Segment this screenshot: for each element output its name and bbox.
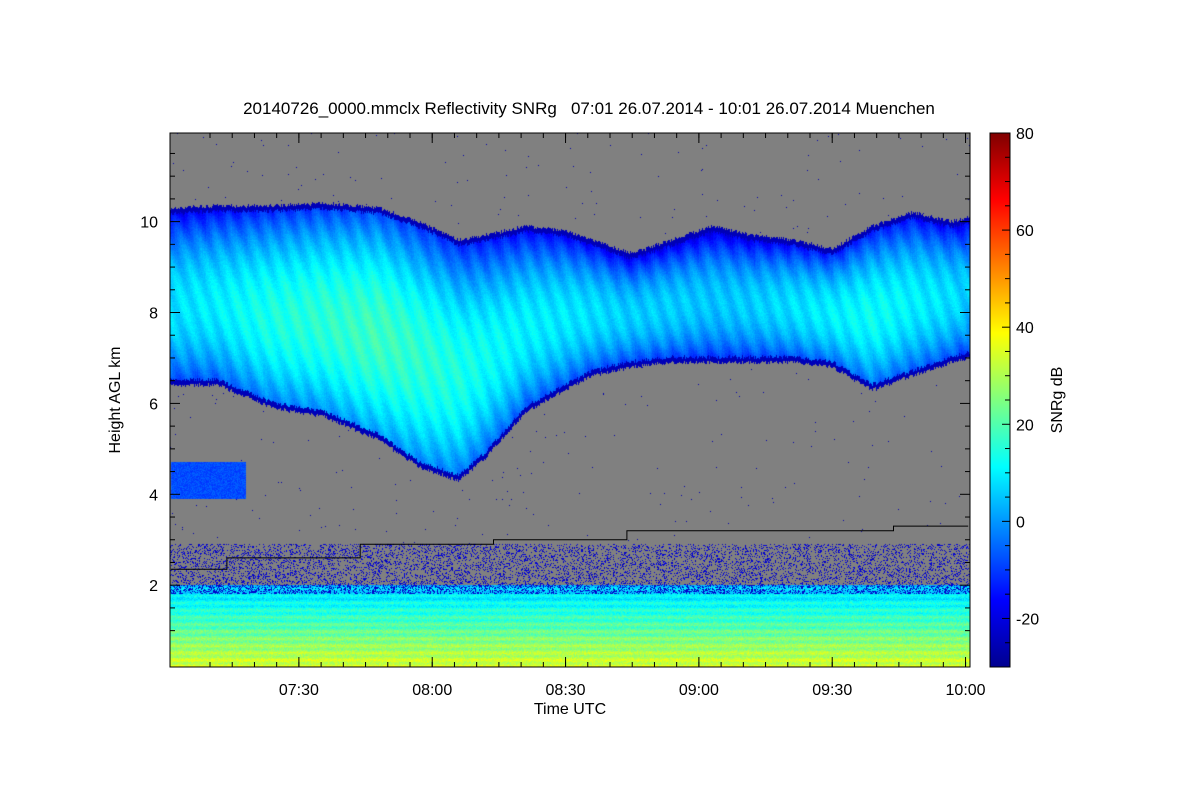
x-tick-label: 08:00 [412, 682, 452, 699]
colorbar-tick-label: -20 [1016, 611, 1039, 628]
x-tick-label: 10:00 [946, 682, 986, 699]
y-tick-label: 10 [140, 215, 158, 232]
colorbar-tick-label: 20 [1016, 417, 1034, 434]
colorbar-tick-label: 0 [1016, 514, 1025, 531]
x-axis: 07:30 08:00 08:30 09:00 09:30 10:00 [209, 133, 986, 699]
x-tick-label: 09:30 [812, 682, 852, 699]
overlay-line [170, 525, 969, 570]
heatmap-image [170, 133, 970, 667]
chart-title: 20140726_0000.mmclx Reflectivity SNRg 07… [243, 99, 935, 118]
colorbar-tick-label: 40 [1016, 320, 1034, 337]
y-tick-label: 2 [149, 578, 158, 595]
colorbar-label: SNRg dB [1049, 367, 1066, 434]
y-tick-label: 6 [149, 396, 158, 413]
colorbar-tick-label: 80 [1016, 126, 1034, 143]
y-tick-label: 8 [149, 306, 158, 323]
x-tick-label: 09:00 [679, 682, 719, 699]
y-tick-label: 4 [149, 487, 158, 504]
y-axis: 2 4 6 8 10 [140, 152, 970, 632]
x-tick-label: 07:30 [279, 682, 319, 699]
colorbar-axis: -20 0 20 40 60 80 [1002, 126, 1039, 644]
x-axis-label: Time UTC [534, 701, 606, 718]
colorbar-tick-label: 60 [1016, 223, 1034, 240]
x-tick-label: 08:30 [546, 682, 586, 699]
y-axis-label: Height AGL km [107, 346, 124, 453]
plot-frame [169, 132, 971, 668]
